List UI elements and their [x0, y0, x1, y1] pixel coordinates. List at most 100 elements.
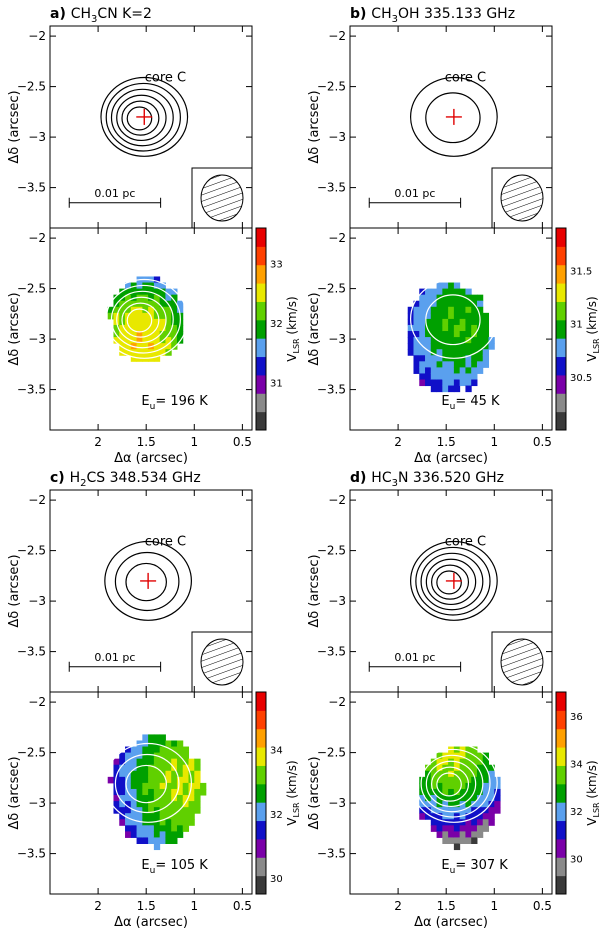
y-tick-label: −2 [328, 29, 346, 43]
map-pixel [153, 282, 161, 290]
map-pixel [488, 813, 495, 820]
map-pixel [176, 324, 184, 332]
map-pixel [488, 782, 495, 790]
map-pixel [425, 318, 432, 326]
contour [415, 546, 491, 616]
map-pixel [194, 764, 201, 772]
map-pixel [176, 801, 184, 808]
contour [104, 540, 193, 621]
contour [100, 278, 189, 359]
map-pixel [471, 819, 478, 826]
map-pixel [448, 764, 455, 772]
map-pixel [494, 788, 501, 796]
panel-title: c) H2CS 348.534 GHz [50, 470, 201, 489]
map-pixel [130, 752, 138, 760]
map-pixel [465, 385, 472, 393]
map-pixel [419, 294, 426, 302]
map-pixel [148, 782, 155, 790]
colorbar-tick-label: 31 [270, 378, 283, 389]
x-tick-label: 1 [490, 899, 498, 913]
map-pixel [448, 782, 455, 790]
map-pixel [159, 819, 166, 826]
map-pixel [453, 318, 461, 326]
map-pixel [182, 776, 190, 784]
map-pixel [165, 825, 172, 832]
colorbar-tick-label: 30 [570, 854, 583, 865]
map-pixel [136, 776, 143, 784]
contour [126, 308, 153, 333]
map-pixel [471, 813, 478, 820]
map-pixel [425, 349, 432, 356]
map-pixel [459, 294, 466, 302]
map-pixel [159, 801, 166, 808]
contour [425, 760, 477, 808]
map-pixel [436, 343, 443, 350]
map-pixel [465, 758, 472, 766]
map-pixel [153, 306, 161, 314]
map-pixel [136, 758, 143, 766]
map-pixel [442, 361, 449, 368]
map-pixel [436, 825, 443, 832]
map-pixel [182, 807, 190, 814]
contour [420, 552, 484, 611]
colorbar-segment [256, 802, 266, 822]
map-pixel [459, 318, 466, 326]
map-pixel [413, 337, 420, 344]
map-pixel [494, 801, 501, 808]
map-pixel [476, 349, 484, 356]
map-pixel [159, 764, 166, 772]
map-pixel [465, 746, 472, 754]
map-pixel [153, 300, 161, 308]
map-pixel [136, 294, 143, 302]
colorbar-segment [556, 228, 566, 247]
map-pixel [176, 300, 184, 308]
frame-bottom [49, 227, 253, 431]
map-pixel [442, 300, 449, 308]
map-pixel [436, 288, 443, 296]
map-pixel [413, 355, 420, 362]
x-tick-label: 1 [490, 435, 498, 449]
map-pixel [165, 294, 172, 302]
map-pixel [476, 807, 484, 814]
map-pixel [171, 318, 178, 326]
map-pixel [448, 795, 455, 802]
map-pixel [471, 324, 478, 332]
map-pixel [465, 801, 472, 808]
map-pixel [465, 379, 472, 387]
y-tick-label: −2 [328, 695, 346, 709]
contour [116, 94, 167, 142]
colorbar-tick-label: 32 [570, 807, 583, 818]
map-pixel [459, 788, 466, 796]
map-pixel [130, 825, 138, 832]
map-pixel [453, 331, 461, 338]
map-pixel [171, 288, 178, 296]
map-pixel [159, 343, 166, 350]
colorbar-segment [256, 264, 266, 284]
map-pixel [188, 819, 195, 826]
y-tick-label: −3 [328, 796, 346, 810]
map-pixel [448, 770, 455, 778]
map-pixel [125, 776, 132, 784]
map-pixel [442, 312, 449, 320]
map-pixel [130, 831, 138, 838]
map-pixel [425, 331, 432, 338]
map-pixel [125, 306, 132, 314]
map-pixel [125, 337, 132, 344]
map-pixel [171, 807, 178, 814]
scale-bar-label: 0.01 pc [94, 651, 135, 664]
map-pixel [153, 746, 161, 754]
map-pixel [407, 306, 414, 314]
panel-title: d) HC3N 336.520 GHz [350, 470, 504, 489]
map-pixel [471, 764, 478, 772]
map-pixel [471, 379, 478, 387]
map-pixel [488, 776, 495, 784]
x-tick-label: 1.5 [437, 899, 456, 913]
map-pixel [153, 318, 161, 326]
x-tick-label: 2 [94, 435, 102, 449]
map-pixel [442, 294, 449, 302]
y-tick-label: −2.5 [17, 544, 46, 558]
map-pixel [182, 819, 190, 826]
map-pixel [176, 788, 184, 796]
panel-a: a) CH3CN K=2 core C 0.01 pc 2 1.5 1 0.5 −2 −2 −2.… [7, 6, 301, 466]
